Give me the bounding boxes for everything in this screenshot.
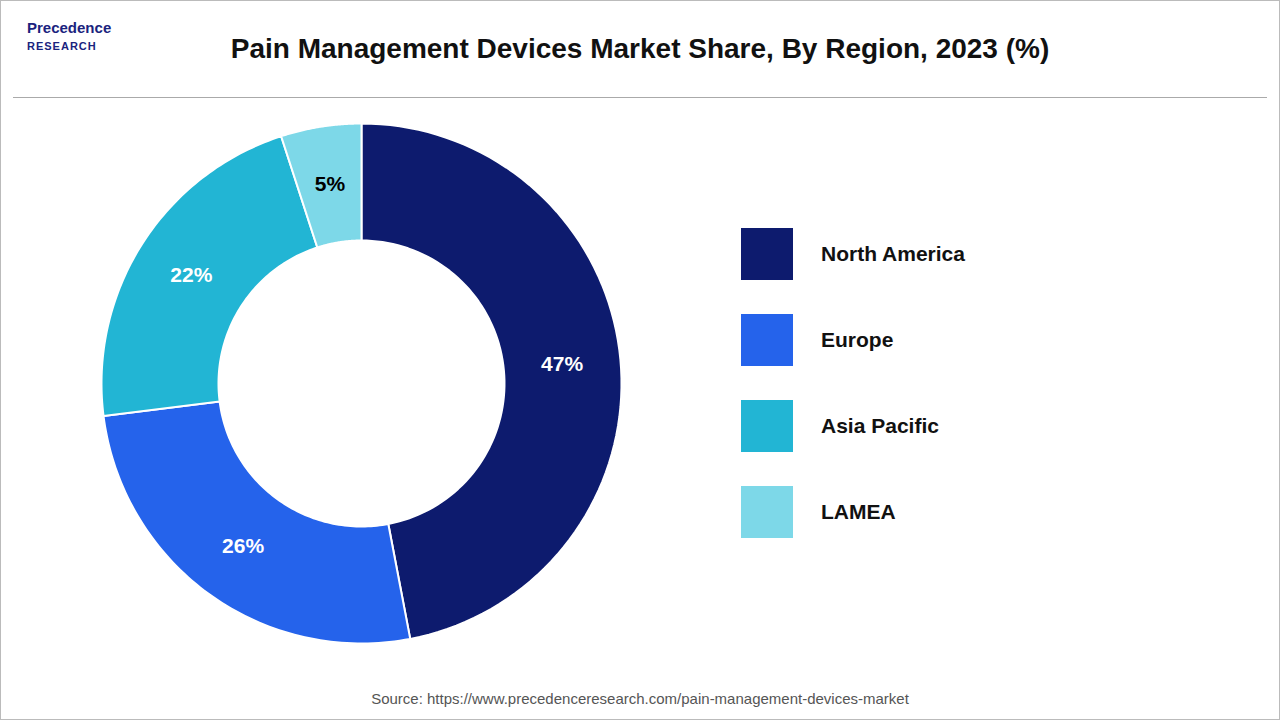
- svg-text:47%: 47%: [541, 352, 583, 375]
- html-text:Asia Pacific: Asia Pacific: [821, 414, 939, 437]
- html-text:Source: https://www.precedence: Source: https://www.precedenceresearch.c…: [371, 690, 909, 707]
- html-text:RESEARCH: RESEARCH: [27, 40, 97, 52]
- html-text:Europe: Europe: [821, 328, 894, 351]
- html-text:LAMEA: LAMEA: [821, 500, 896, 523]
- svg-text:22%: 22%: [170, 263, 212, 286]
- svg-text:26%: 26%: [222, 534, 264, 557]
- svg-text:5%: 5%: [315, 172, 346, 195]
- html-text:Precedence: Precedence: [27, 19, 112, 36]
- html-text:North America: North America: [821, 242, 965, 265]
- html-text:Pain Management Devices Market: Pain Management Devices Market Share, By…: [230, 33, 1050, 64]
